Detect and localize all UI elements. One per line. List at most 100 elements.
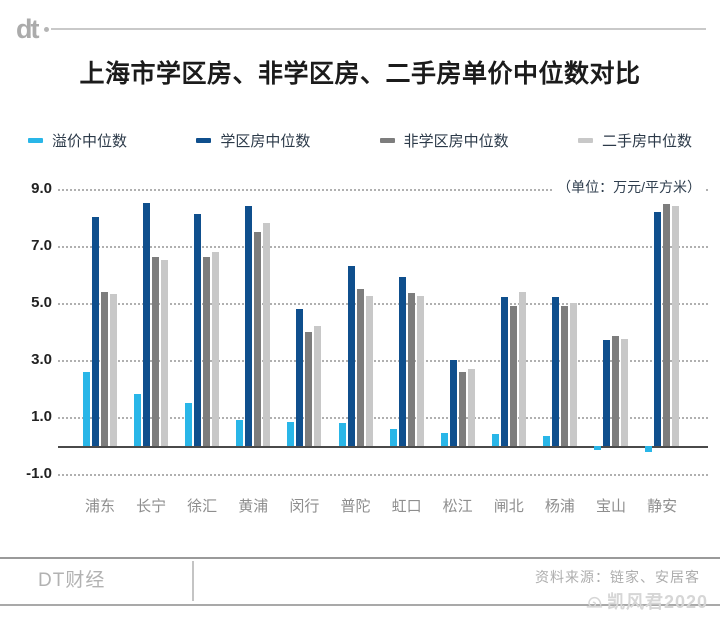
header-rule [51, 28, 706, 30]
bar-闸北-溢价中位数 [491, 434, 499, 446]
bar-group-松江 [440, 183, 475, 483]
x-axis-label-浦东: 浦东 [84, 498, 115, 515]
bar-静安-溢价中位数 [645, 445, 653, 452]
bar-group-闸北 [491, 183, 526, 483]
snail-icon [586, 596, 603, 608]
bar-静安-二手房中位数 [672, 205, 680, 446]
gridline-1 [58, 417, 708, 420]
bar-闵行-二手房中位数 [314, 325, 322, 446]
gridline-3 [58, 360, 708, 363]
bar-杨浦-学区房中位数 [551, 297, 559, 446]
bar-黄浦-学区房中位数 [245, 205, 253, 446]
bar-普陀-溢价中位数 [338, 423, 346, 446]
footer-brand: DT财经 [38, 570, 106, 591]
bar-长宁-二手房中位数 [161, 260, 169, 446]
bar-黄浦-溢价中位数 [236, 420, 244, 446]
gridline-5 [58, 303, 708, 305]
bar-闸北-学区房中位数 [500, 297, 508, 446]
x-axis-label-黄浦: 黄浦 [238, 498, 269, 515]
bar-浦东-二手房中位数 [110, 294, 117, 446]
bar-普陀-学区房中位数 [347, 265, 355, 446]
plot-area: 9.0 7.0 5.0 3.0 1.0 -1.0 [26, 180, 708, 483]
bar-黄浦-非学区房中位数 [254, 231, 262, 446]
bar-徐汇-非学区房中位数 [203, 257, 211, 446]
bar-group-普陀 [338, 183, 373, 483]
gridline-9 [58, 188, 708, 191]
y-tick-label: -1.0 [26, 465, 52, 483]
bar-普陀-二手房中位数 [365, 295, 373, 446]
bar-闵行-溢价中位数 [287, 421, 295, 446]
bar-宝山-溢价中位数 [594, 445, 601, 451]
y-tick-label: 5.0 [31, 294, 52, 311]
legend-marker-icon [28, 138, 43, 143]
legend-label: 溢价中位数 [52, 133, 128, 150]
bar-松江-溢价中位数 [440, 433, 448, 446]
bar-group-浦东 [83, 183, 117, 483]
bar-长宁-非学区房中位数 [152, 257, 160, 446]
gridline--1 [58, 474, 708, 477]
logo-dot-icon [44, 26, 50, 32]
bar-虹口-溢价中位数 [389, 428, 397, 446]
legend-item-2: 学区房中位数 [196, 130, 310, 151]
unit-label: （单位：万元/平方米） [554, 177, 704, 197]
footer-top-rule [0, 557, 720, 559]
bar-闵行-学区房中位数 [296, 308, 304, 446]
legend-item-1: 溢价中位数 [28, 130, 127, 151]
bar-group-闵行 [287, 183, 322, 483]
bar-徐汇-二手房中位数 [212, 251, 220, 446]
x-axis-label-长宁: 长宁 [136, 498, 167, 515]
bar-虹口-学区房中位数 [398, 277, 406, 446]
bar-杨浦-二手房中位数 [569, 303, 577, 446]
legend-label: 非学区房中位数 [403, 133, 509, 150]
bar-group-宝山 [594, 183, 628, 483]
x-axis-label-闵行: 闵行 [289, 498, 320, 515]
bar-浦东-学区房中位数 [92, 217, 99, 446]
x-axis-label-杨浦: 杨浦 [544, 498, 575, 515]
watermark: 凯风君2020 [584, 588, 708, 614]
legend-marker-icon [379, 138, 395, 143]
bar-闸北-二手房中位数 [518, 291, 526, 446]
footer-bottom-rule [0, 604, 720, 606]
bar-徐汇-学区房中位数 [194, 214, 202, 446]
x-axis-labels: 浦东 长宁 徐汇 黄浦 闵行 普陀 虹口 松江 闸北 杨浦 宝山 静安 [58, 495, 708, 517]
bar-虹口-非学区房中位数 [407, 293, 415, 446]
legend-label: 二手房中位数 [601, 133, 692, 150]
x-axis-line [58, 445, 708, 448]
x-axis-label-闸北: 闸北 [493, 498, 524, 515]
bar-group-徐汇 [185, 183, 220, 483]
bar-黄浦-二手房中位数 [263, 223, 271, 446]
bar-group-黄浦 [236, 183, 271, 483]
header-logo-row: dt [16, 14, 706, 44]
bar-闵行-非学区房中位数 [305, 331, 313, 446]
x-axis-label-普陀: 普陀 [340, 498, 371, 515]
bar-长宁-学区房中位数 [143, 203, 151, 446]
bar-虹口-二手房中位数 [416, 295, 424, 446]
bar-group-静安 [645, 183, 680, 483]
watermark-text: 凯风君2020 [606, 592, 708, 612]
x-axis-label-松江: 松江 [442, 498, 473, 515]
bar-普陀-非学区房中位数 [356, 288, 364, 446]
legend-item-3: 非学区房中位数 [379, 130, 509, 151]
legend-marker-icon [577, 138, 593, 143]
bar-杨浦-溢价中位数 [542, 435, 550, 446]
bar-徐汇-溢价中位数 [185, 403, 193, 446]
bar-静安-非学区房中位数 [663, 204, 671, 446]
y-tick-label: 3.0 [31, 351, 52, 369]
y-tick-label: 9.0 [31, 179, 52, 197]
bar-松江-学区房中位数 [449, 360, 457, 446]
gridline-7 [58, 245, 708, 248]
bar-group-长宁 [134, 183, 169, 483]
dt-logo: dt [16, 14, 40, 44]
footer-divider [192, 561, 194, 601]
x-axis-label-宝山: 宝山 [595, 498, 626, 515]
x-axis-label-徐汇: 徐汇 [187, 498, 218, 515]
chart-title: 上海市学区房、非学区房、二手房单价中位数对比 [79, 60, 641, 88]
bar-静安-学区房中位数 [654, 211, 662, 446]
bar-浦东-非学区房中位数 [101, 291, 108, 446]
bar-长宁-溢价中位数 [134, 394, 142, 446]
legend: 溢价中位数 学区房中位数 非学区房中位数 二手房中位数 [28, 130, 692, 151]
data-source-label: 资料来源：链家、安居客 [535, 569, 700, 585]
bar-group-虹口 [389, 183, 424, 483]
bar-杨浦-非学区房中位数 [560, 305, 568, 446]
